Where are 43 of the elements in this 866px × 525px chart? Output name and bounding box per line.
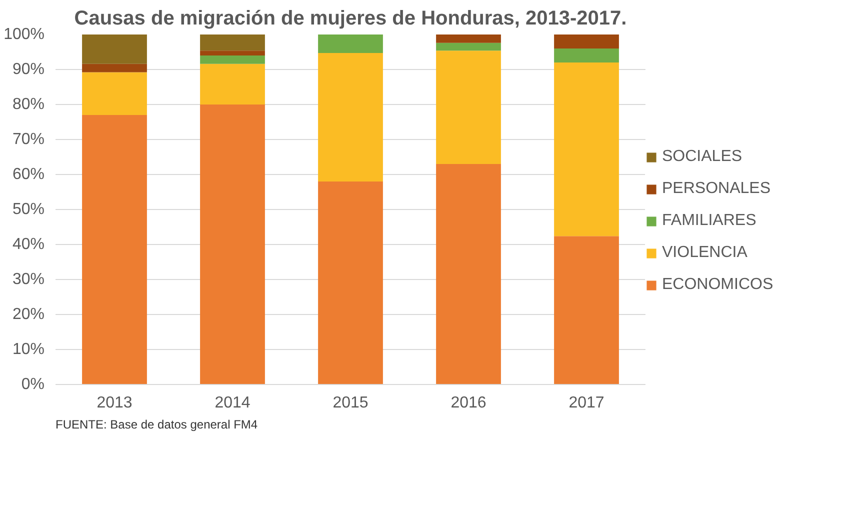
bar (200, 34, 265, 51)
bar (200, 64, 265, 104)
bar (82, 72, 147, 115)
bar (200, 56, 265, 64)
y-tick-label: 100% (4, 26, 44, 43)
x-tick-label: 2017 (568, 394, 604, 412)
bar (82, 34, 147, 64)
legend-label: SOCIALES (662, 148, 742, 166)
y-tick-label: 70% (12, 131, 45, 148)
y-tick-label: 30% (12, 271, 45, 288)
y-tick-label: 0% (21, 376, 44, 393)
x-tick-label: 2013 (96, 394, 132, 412)
bar (200, 50, 265, 56)
y-tick-label: 80% (12, 96, 45, 113)
bar (436, 34, 501, 43)
y-tick-label: 90% (12, 61, 45, 78)
bar (436, 42, 501, 51)
source-note: FUENTE: Base de datos general FM4 (56, 418, 258, 432)
y-tick-label: 10% (12, 341, 45, 358)
chart-title: Causas de migración de mujeres de Honduras, 2013-2017. (74, 8, 627, 30)
legend-label: ECONOMICOS (662, 276, 774, 294)
bar (318, 182, 383, 384)
bar (318, 34, 383, 54)
y-tick-label: 20% (12, 306, 45, 323)
bar (554, 48, 619, 62)
bar (318, 53, 383, 182)
bar (436, 164, 501, 384)
bar (82, 64, 147, 72)
y-tick-label: 40% (12, 236, 45, 253)
x-tick-label: 2015 (332, 394, 368, 412)
bar (554, 236, 619, 384)
bar (554, 34, 619, 48)
legend-label: PERSONALES (662, 180, 770, 198)
y-tick-label: 60% (12, 166, 45, 183)
bar (82, 115, 147, 384)
legend-label: FAMILIARES (662, 212, 756, 230)
x-tick-label: 2014 (214, 394, 250, 412)
legend-label: VIOLENCIA (662, 244, 748, 262)
y-tick-label: 50% (12, 201, 45, 218)
bar (200, 104, 265, 384)
bar (554, 62, 619, 236)
bar (436, 50, 501, 164)
x-tick-label: 2016 (450, 394, 486, 412)
